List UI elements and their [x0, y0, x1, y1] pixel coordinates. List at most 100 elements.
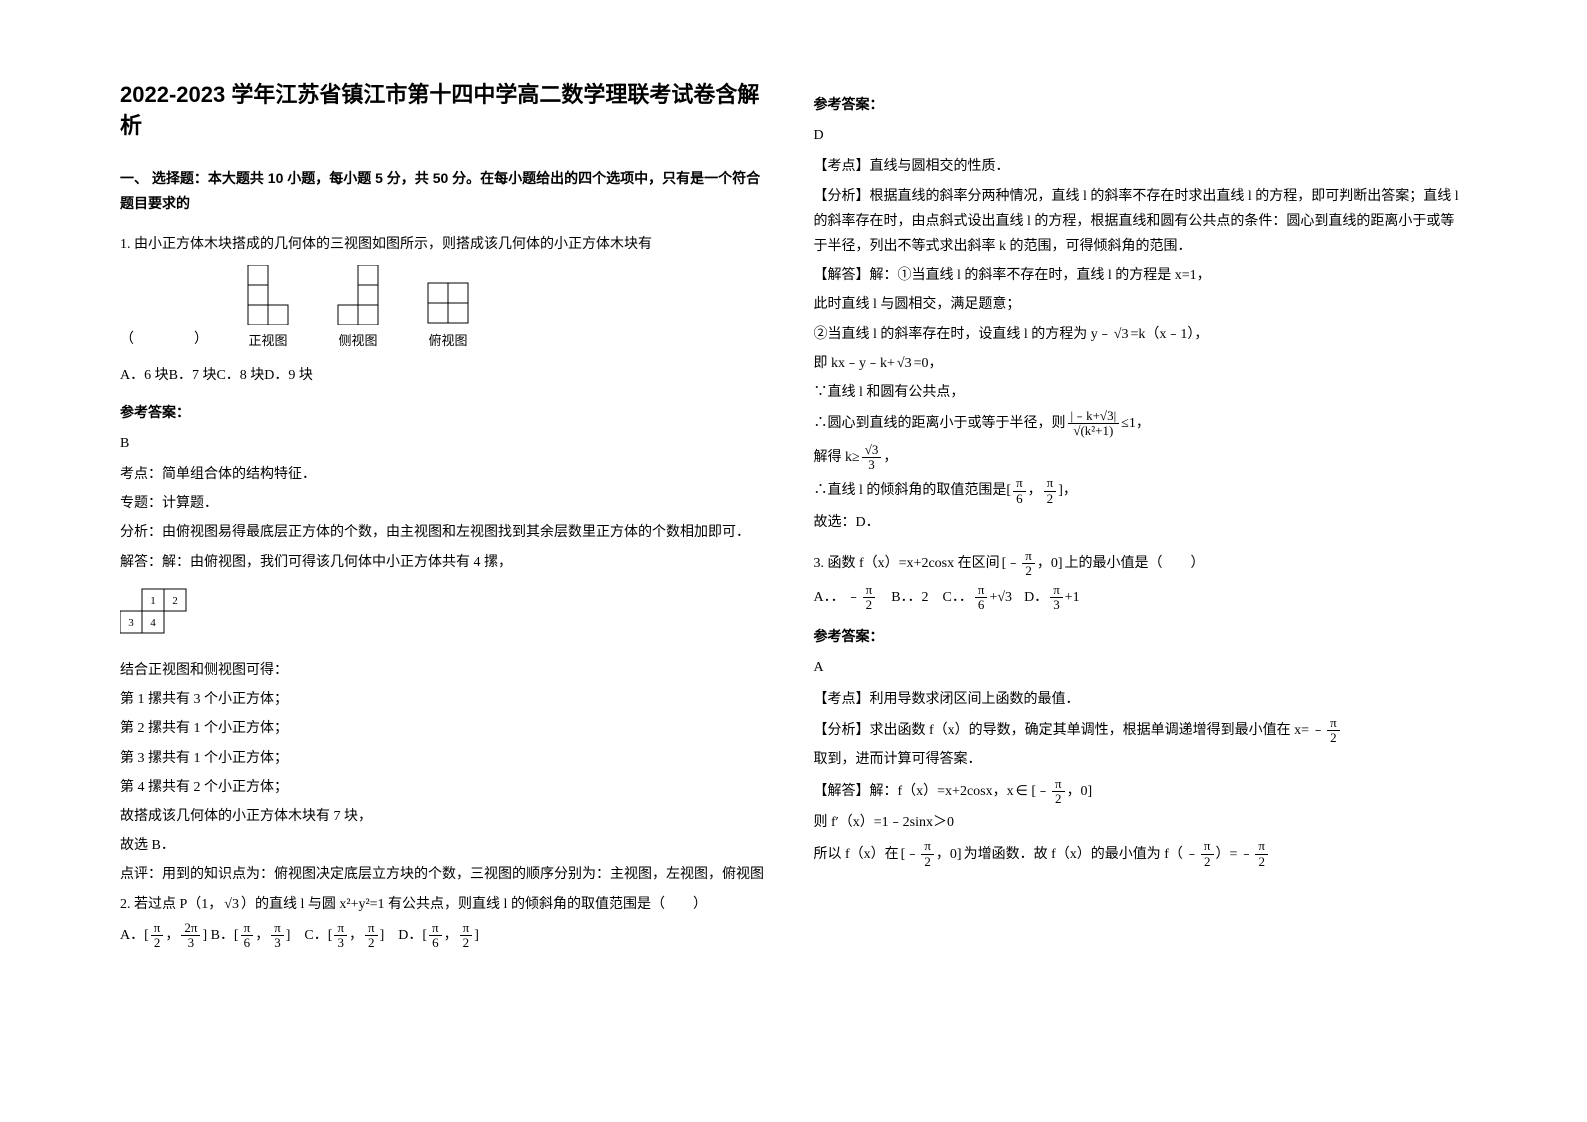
side-view-svg: [328, 265, 388, 325]
q1-dianping-v: 用到的知识点为：俯视图决定底层立方块的个数，三视图的顺序分别为：主视图，左视图，…: [162, 867, 764, 882]
q2-j1: 【解答】解：①当直线 l 的斜率不存在时，直线 l 的方程是 x=1，: [814, 263, 1468, 288]
q2-j4b: =0，: [914, 351, 943, 376]
q3-int-b: ，0]: [1037, 551, 1063, 576]
q1-kaodian-l: 考点：: [120, 467, 162, 482]
q2-j6-num: |﹣k+√3|: [1068, 409, 1120, 424]
q3-j1in: ∈ [﹣: [1016, 779, 1050, 804]
front-view-block: 正视图: [238, 265, 298, 352]
q3-int-f: π2: [1022, 549, 1035, 579]
q2-j8b: ]，: [1058, 478, 1077, 503]
c4: ，: [444, 923, 458, 948]
q2-j4a: 即 kx﹣y﹣k+: [814, 351, 895, 376]
q3-j3f2: π2: [1201, 839, 1214, 869]
q2-j7a: 解得 k≥: [814, 445, 860, 470]
q3-j2: 则 f′（x）=1﹣2sinx＞0: [814, 810, 1468, 835]
q2-j7b: ，: [883, 445, 897, 470]
q1-fenxi: 分析：由俯视图易得最底层正方体的个数，由主视图和左视图找到其余层数里正方体的个数…: [120, 520, 774, 545]
q1-p1: 结合正视图和侧视图可得：: [120, 658, 774, 683]
q3-ff: π2: [1327, 716, 1340, 746]
cell-4: 4: [150, 617, 156, 629]
q1-jieda-v: 解：由俯视图，我们可得该几何体中小正方体共有 4 摞，: [162, 555, 512, 570]
fr-a2: 2π3: [181, 921, 200, 951]
q3-j3f3: π2: [1255, 839, 1268, 869]
stack-diagram: 1 2 3 4: [120, 587, 190, 637]
q3-options: A．． ﹣ π2 B．．2 C．． π6 +√3 D． π3 +1: [814, 583, 1468, 613]
q1-zhuanti-v: 计算题．: [162, 496, 218, 511]
front-view-label: 正视图: [238, 329, 298, 352]
q2-text: 2. 若过点 P（1， √3 ）的直线 l 与圆 x²+y²=1 有公共点，则直…: [120, 892, 774, 917]
q3-fa: 【分析】求出函数 f（x）的导数，确定其单调性，根据单调递增得到最小值在 x=: [814, 718, 1310, 743]
q2-j3: ②当直线 l 的斜率存在时，设直线 l 的方程为 y﹣ √3 =k（x﹣1），: [814, 322, 1468, 347]
q3-j3b: 为增函数．故 f（x）的最小值为 f（: [964, 842, 1183, 867]
q2-j7-frac: √3 3: [862, 443, 882, 473]
fr-a1: π2: [151, 921, 164, 951]
cell-3: 3: [128, 617, 134, 629]
optD-l: ] D．[: [380, 923, 427, 948]
top-view-label: 俯视图: [418, 329, 478, 352]
fr-c2: π2: [365, 921, 378, 951]
q1-jieda: 解答：解：由俯视图，我们可得该几何体中小正方体共有 4 摞，: [120, 550, 774, 575]
q2-j6: ∴圆心到直线的距离小于或等于半径，则 |﹣k+√3| √(k²+1) ≤1，: [814, 409, 1468, 439]
top-view-svg: [418, 281, 478, 325]
q2-text-b: ）的直线 l 与圆 x²+y²=1 有公共点，则直线 l 的倾斜角的取值范围是（…: [241, 892, 707, 917]
q3-text: 3. 函数 f（x）=x+2cosx 在区间 [﹣ π2 ，0] 上的最小值是（…: [814, 549, 1468, 579]
q2-j6-frac: |﹣k+√3| √(k²+1): [1068, 409, 1120, 439]
q3-fenxi: 【分析】求出函数 f（x）的导数，确定其单调性，根据单调递增得到最小值在 x= …: [814, 716, 1468, 773]
q1-fenxi-v: 由俯视图易得最底层正方体的个数，由主视图和左视图找到其余层数里正方体的个数相加即…: [162, 525, 750, 540]
q3-j1: 【解答】解：f（x）=x+2cosx，x ∈ [﹣ π2 ，0]: [814, 777, 1468, 807]
fr-b1: π6: [241, 921, 254, 951]
q3-j1f: π2: [1052, 777, 1065, 807]
optC-l: ] C．[: [286, 923, 333, 948]
q2-j7-num: √3: [862, 443, 882, 458]
cell-2: 2: [172, 595, 178, 607]
q1-fenxi-l: 分析：: [120, 525, 162, 540]
q2-j7: 解得 k≥ √3 3 ，: [814, 443, 1468, 473]
q3-od-pre: D．: [1024, 585, 1048, 610]
q1-kaodian: 考点：简单组合体的结构特征．: [120, 462, 774, 487]
q1-zhuanti: 专题：计算题．: [120, 491, 774, 516]
q2-j5: ∵直线 l 和圆有公共点，: [814, 380, 1468, 405]
q2-j3b: =k（x﹣1），: [1130, 322, 1208, 347]
q2-text-a: 2. 若过点 P（1，: [120, 892, 222, 917]
q3-fb: 取到，进而计算可得答案．: [814, 747, 982, 772]
q1-p5: 第 4 摞共有 2 个小正方体；: [120, 775, 774, 800]
q3-answer-label: 参考答案：: [814, 624, 1468, 649]
q3-j1b: ，0]: [1067, 779, 1093, 804]
c1: ，: [165, 923, 179, 948]
q3-answer: A: [814, 655, 1468, 680]
q3-j3c: ）=: [1216, 842, 1238, 867]
three-views: （ ） 正视图 侧视图: [120, 265, 774, 352]
q3-od-suf: +1: [1065, 585, 1080, 610]
q2-j8-f1: π6: [1013, 476, 1026, 506]
front-view-svg: [238, 265, 298, 325]
q2-j3-sqrt: √3: [1114, 322, 1129, 347]
q3-od-f: π3: [1050, 583, 1063, 613]
left-column: 2022-2023 学年江苏省镇江市第十四中学高二数学理联考试卷含解析 一、 选…: [100, 80, 794, 1082]
c3: ，: [349, 923, 363, 948]
q2-j7-den: 3: [862, 458, 882, 472]
q2-j6-den: √(k²+1): [1068, 424, 1120, 438]
q3-oa-f: π2: [863, 583, 876, 613]
opt-end: ]: [474, 923, 479, 948]
q1-p3: 第 2 摞共有 1 个小正方体；: [120, 716, 774, 741]
fr-d2: π2: [460, 921, 473, 951]
section-1-header: 一、 选择题：本大题共 10 小题，每小题 5 分，共 50 分。在每小题给出的…: [120, 166, 774, 216]
q2-j8-f2: π2: [1044, 476, 1057, 506]
q3-j3a: 所以 f（x）在: [814, 842, 899, 867]
q1-text: 1. 由小正方体木块搭成的几何体的三视图如图所示，则搭成该几何体的小正方体木块有: [120, 232, 774, 257]
fr-d1: π6: [429, 921, 442, 951]
cell-1: 1: [150, 595, 156, 607]
paren-close: ）: [194, 327, 208, 352]
q2-options: A．[ π2 ， 2π3 ] B．[ π6 ， π3 ] C．[ π3 ， π2…: [120, 921, 774, 951]
q2-sqrt3: √3: [224, 892, 239, 917]
q3-j1a: 【解答】解：f（x）=x+2cosx，x: [814, 779, 1014, 804]
q3-tb: 上的最小值是（ ）: [1065, 551, 1205, 576]
q3-j3f1: π2: [921, 839, 934, 869]
q3-obc: B．．2 C．．: [891, 585, 973, 610]
q2-j3a: ②当直线 l 的斜率存在时，设直线 l 的方程为 y﹣: [814, 322, 1112, 347]
q1-dianping-l: 点评：: [120, 867, 162, 882]
fr-b2: π3: [271, 921, 284, 951]
q3-oa-neg: ﹣: [847, 585, 861, 610]
q2-j8: ∴直线 l 的倾斜角的取值范围是[ π6 ， π2 ]，: [814, 476, 1468, 506]
q2-j6b: ≤1，: [1121, 411, 1150, 436]
